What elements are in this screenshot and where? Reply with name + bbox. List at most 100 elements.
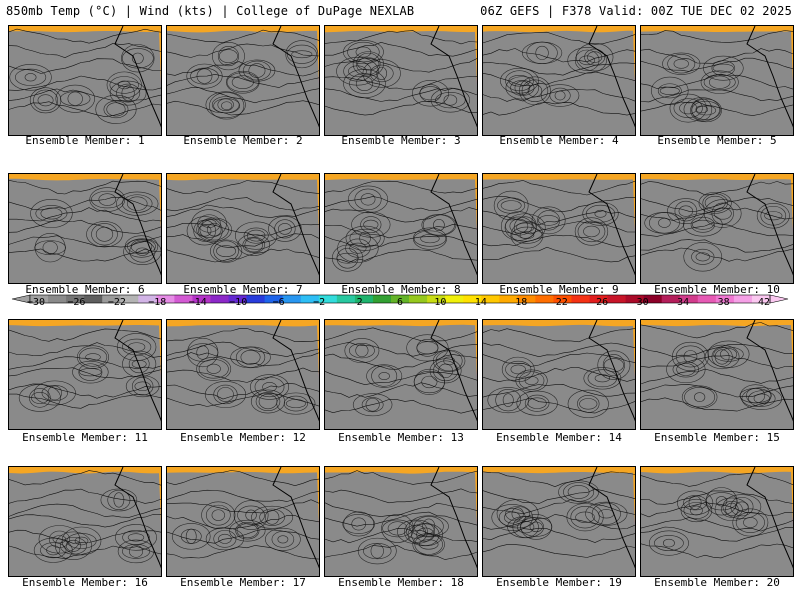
colorbar-swatch: [625, 295, 645, 303]
colorbar-border: [29, 294, 771, 304]
ensemble-map-panel[interactable]: [8, 466, 162, 577]
colorbar-max-arrow: [769, 294, 789, 304]
ensemble-member-caption: Ensemble Member: 15: [654, 431, 780, 444]
ensemble-map-panel[interactable]: [324, 173, 478, 284]
ensemble-map-panel[interactable]: [324, 466, 478, 577]
ensemble-map-panel[interactable]: [640, 319, 794, 430]
temperature-colorbar: [11, 294, 789, 304]
ensemble-member-caption: Ensemble Member: 7: [183, 283, 303, 296]
colorbar-tick-label: 26: [596, 297, 609, 308]
ensemble-member-caption: Ensemble Member: 10: [654, 283, 780, 296]
ensemble-member-caption: Ensemble Member: 6: [25, 283, 145, 296]
colorbar-swatch: [354, 295, 374, 303]
colorbar-tick-label: −14: [188, 297, 207, 308]
ensemble-member-caption: Ensemble Member: 1: [25, 134, 145, 147]
colorbar-swatch: [66, 295, 85, 303]
ensemble-member-caption: Ensemble Member: 3: [341, 134, 461, 147]
colorbar-swatch: [427, 295, 446, 303]
colorbar-swatch: [679, 295, 699, 303]
colorbar-swatch: [84, 295, 103, 303]
ensemble-map-panel[interactable]: [324, 25, 478, 136]
colorbar-swatch: [372, 295, 392, 303]
colorbar-swatch: [733, 295, 753, 303]
colorbar-tick-label: 6: [396, 297, 404, 308]
ensemble-map-panel[interactable]: [324, 319, 478, 430]
colorbar-tick-label: 10: [434, 297, 447, 308]
colorbar-swatch: [390, 295, 410, 303]
colorbar-tick-label: 30: [636, 297, 649, 308]
colorbar-swatch: [156, 295, 175, 303]
colorbar-tick-label: 42: [757, 297, 771, 308]
colorbar-tick-label: −6: [272, 297, 285, 308]
colorbar-swatch: [318, 295, 338, 303]
colorbar-swatch: [607, 295, 627, 303]
colorbar-tick-label: 2: [356, 297, 363, 308]
colorbar-swatch: [138, 295, 157, 303]
colorbar-swatch: [571, 295, 591, 303]
colorbar-swatch: [102, 295, 121, 303]
ensemble-map-panel[interactable]: [166, 173, 320, 284]
colorbar-tick-label: 18: [515, 297, 528, 308]
colorbar-swatch: [246, 295, 266, 303]
colorbar-swatch: [517, 295, 536, 303]
colorbar-swatch: [535, 295, 554, 303]
ensemble-map-panel[interactable]: [640, 173, 794, 284]
ensemble-member-caption: Ensemble Member: 11: [22, 431, 148, 444]
ensemble-map-panel[interactable]: [166, 25, 320, 136]
ensemble-map-panel[interactable]: [166, 319, 320, 430]
colorbar-swatch: [445, 295, 464, 303]
ensemble-map-panel[interactable]: [8, 319, 162, 430]
colorbar-swatch: [409, 295, 428, 303]
colorbar-tick-label: −18: [148, 297, 167, 308]
colorbar-tick-label: 22: [555, 297, 568, 308]
colorbar-swatch: [715, 295, 735, 303]
ensemble-map-panel[interactable]: [8, 25, 162, 136]
colorbar-swatch: [300, 295, 320, 303]
ensemble-member-caption: Ensemble Member: 12: [180, 431, 306, 444]
colorbar-tick-label: −2: [313, 297, 326, 308]
colorbar-swatch: [228, 295, 248, 303]
ensemble-map-panel[interactable]: [640, 466, 794, 577]
colorbar-swatch: [481, 295, 500, 303]
ensemble-member-caption: Ensemble Member: 17: [180, 576, 306, 589]
colorbar-swatch: [210, 295, 230, 303]
colorbar-swatch: [174, 295, 193, 303]
ensemble-map-panel[interactable]: [640, 25, 794, 136]
ensemble-member-caption: Ensemble Member: 14: [496, 431, 622, 444]
ensemble-member-caption: Ensemble Member: 16: [22, 576, 148, 589]
colorbar-swatch: [643, 295, 663, 303]
ensemble-map-panel[interactable]: [482, 319, 636, 430]
ensemble-member-caption: Ensemble Member: 4: [499, 134, 619, 147]
colorbar-swatch: [48, 295, 67, 303]
colorbar-swatch: [751, 295, 771, 303]
ensemble-map-panel[interactable]: [8, 173, 162, 284]
colorbar-swatch: [30, 295, 49, 303]
ensemble-map-panel[interactable]: [166, 466, 320, 577]
ensemble-map-panel[interactable]: [482, 173, 636, 284]
colorbar-tick-label: −30: [26, 297, 46, 308]
colorbar-swatch: [589, 295, 609, 303]
colorbar-swatch: [553, 295, 572, 303]
ensemble-member-caption: Ensemble Member: 19: [496, 576, 622, 589]
ensemble-member-caption: Ensemble Member: 13: [338, 431, 464, 444]
colorbar-swatch: [661, 295, 681, 303]
ensemble-member-caption: Ensemble Member: 2: [183, 134, 303, 147]
ensemble-member-caption: Ensemble Member: 9: [499, 283, 619, 296]
colorbar-swatch: [697, 295, 717, 303]
colorbar-tick-label: 38: [717, 297, 730, 308]
product-title: 850mb Temp (°C) | Wind (kts) | College o…: [6, 4, 415, 18]
colorbar-tick-label: −22: [107, 297, 126, 308]
colorbar-swatch: [282, 295, 302, 303]
ensemble-member-caption: Ensemble Member: 18: [338, 576, 464, 589]
colorbar-swatch: [120, 295, 139, 303]
colorbar-tick-label: −10: [229, 297, 248, 308]
colorbar-tick-label: 34: [677, 297, 690, 308]
colorbar-tick-label: 14: [474, 297, 487, 308]
ensemble-map-panel[interactable]: [482, 25, 636, 136]
run-valid-time: 06Z GEFS | F378 Valid: 00Z TUE DEC 02 20…: [480, 4, 792, 18]
ensemble-map-panel[interactable]: [482, 466, 636, 577]
colorbar-swatch: [463, 295, 482, 303]
ensemble-member-caption: Ensemble Member: 20: [654, 576, 780, 589]
colorbar-swatch: [192, 295, 211, 303]
colorbar-swatch: [336, 295, 356, 303]
